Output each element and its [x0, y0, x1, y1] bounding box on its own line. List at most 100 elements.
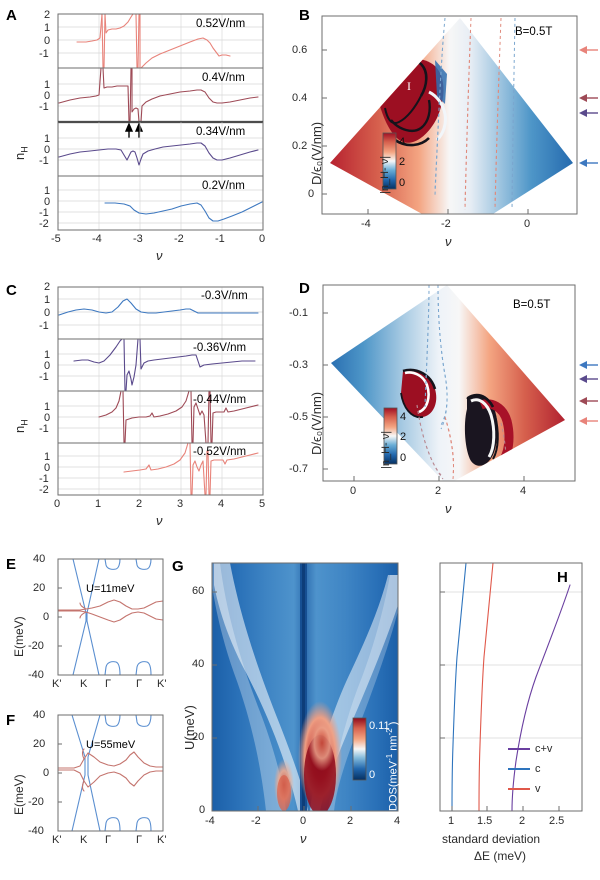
svg-text:0.11: 0.11	[369, 720, 390, 732]
panel-c-xtick: 5	[259, 498, 266, 510]
panel-c-xtick: 3	[177, 498, 184, 510]
panel-h-xtick: 2.5	[549, 815, 565, 827]
panel-d-colorbar	[384, 408, 397, 464]
panel-e-ytick: -40	[28, 669, 44, 681]
panel-c-plot	[57, 286, 264, 496]
panel-g-ytick: 60	[192, 585, 205, 597]
panel-g: G U(meV)	[170, 545, 430, 880]
panel-f-xtick: K'	[157, 834, 167, 846]
panel-a-ytick: 0	[44, 144, 51, 156]
panel-d-arrows	[579, 361, 598, 425]
panel-c-ytick: 0	[44, 462, 51, 474]
panel-d-colorbar-title: |n_H- ν|	[380, 430, 392, 469]
panel-d-xtick: 4	[520, 485, 527, 497]
panel-c-ylabel: nH	[12, 419, 30, 433]
panel-f-xtick: K'	[52, 834, 62, 846]
panel-g-xtick: -4	[205, 815, 215, 827]
panel-e-xtick: Γ	[136, 678, 143, 690]
panel-b-plot: 4 2 0 I	[321, 15, 598, 215]
panel-d-ytick: -0.1	[289, 307, 308, 319]
panel-b-label: B	[299, 7, 310, 24]
svg-text:0: 0	[400, 452, 406, 464]
panel-e-label: E	[6, 556, 17, 573]
panel-d: D D/ϵ₀(V/nm)	[289, 275, 600, 540]
panel-b-ylabel: D/ϵ₀(V/nm)	[309, 121, 324, 185]
panel-b-field-annotation: B=0.5T	[515, 26, 553, 38]
panel-c-xtick: 2	[136, 498, 143, 510]
panel-a-xtick: -5	[51, 233, 61, 245]
panel-e-xtick: K'	[157, 678, 167, 690]
svg-text:4: 4	[400, 411, 406, 423]
panel-f-ytick: 40	[33, 709, 46, 721]
panel-e: E E(meV) U=11meV 40 20 0 -20	[0, 545, 175, 705]
panel-e-ylabel: E(meV)	[12, 616, 26, 657]
panel-c-ytick: -1	[39, 423, 49, 435]
panel-a-ytick: 0	[44, 196, 51, 208]
panel-a-ylabel: nH	[12, 146, 30, 160]
panel-h-plot	[439, 562, 583, 812]
panel-c-xtick: 1	[95, 498, 102, 510]
panel-g-colorbar	[353, 718, 366, 780]
svg-text:0: 0	[369, 769, 375, 781]
panel-d-xtick: 0	[350, 485, 357, 497]
panel-e-annotation: U=11meV	[86, 583, 135, 595]
panel-e-xtick: K	[80, 678, 88, 690]
panel-d-ytick: -0.5	[289, 411, 308, 423]
panel-g-ytick: 40	[192, 658, 205, 670]
svg-text:2: 2	[399, 156, 405, 168]
panel-g-xlabel: ν	[300, 831, 307, 846]
panel-d-label: D	[299, 280, 310, 297]
panel-g-xtick: 0	[300, 815, 307, 827]
panel-b-ytick: 0	[308, 188, 315, 200]
panel-a-ytick: 1	[44, 79, 51, 91]
panel-d-field-annotation: B=0.5T	[513, 299, 551, 311]
panel-c-ytick: 0	[44, 360, 51, 372]
panel-h-xlabel-line1: standard deviation	[442, 832, 541, 846]
panel-c-ytick: 1	[44, 401, 51, 413]
panel-d-xlabel: ν	[445, 501, 452, 516]
panel-a-ytick: -1	[39, 155, 49, 167]
panel-b-ytick: 0.2	[292, 140, 308, 152]
panel-b-region-label: I	[407, 79, 411, 93]
panel-c-annot-1: -0.36V/nm	[193, 342, 247, 354]
svg-text:4: 4	[399, 136, 405, 148]
panel-a-ytick: -1	[39, 207, 49, 219]
panel-a-annot-1: 0.4V/nm	[202, 72, 245, 84]
panel-h-legend	[508, 747, 530, 791]
panel-a-xtick: -3	[133, 233, 143, 245]
panel-c-ytick: -1	[39, 371, 49, 383]
panel-c-ytick: -1	[39, 320, 49, 332]
panel-f-ytick: -20	[28, 796, 44, 808]
panel-e-xtick: K'	[52, 678, 62, 690]
panel-a-ytick: -2	[39, 218, 49, 230]
panel-a-ytick: 0	[44, 90, 51, 102]
panel-h-label: H	[557, 569, 568, 586]
panel-a-xtick: -1	[215, 233, 225, 245]
svg-text:0: 0	[399, 177, 405, 189]
panel-b-ytick: 0.4	[292, 92, 308, 104]
panel-a-ytick: 0	[44, 35, 51, 47]
panel-f-ylabel: E(meV)	[12, 774, 26, 815]
panel-e-ytick: 40	[33, 553, 46, 565]
panel-f-xtick: Γ	[136, 834, 143, 846]
panel-a-ytick: 1	[44, 133, 51, 145]
panel-e-ytick: 20	[33, 582, 46, 594]
panel-a-arrow-marks	[124, 122, 144, 138]
panel-f-xtick: K	[80, 834, 88, 846]
panel-f-ytick: 20	[33, 738, 46, 750]
panel-d-plot: 4 2 0	[322, 284, 598, 482]
panel-c-ytick: 0	[44, 412, 51, 424]
panel-c-label: C	[6, 282, 17, 299]
panel-f-label: F	[6, 712, 16, 729]
panel-a-annot-3: 0.2V/nm	[202, 180, 245, 192]
panel-g-ylabel: U(meV)	[182, 705, 197, 750]
panel-c-ytick: 1	[44, 349, 51, 361]
panel-f-plot	[57, 714, 164, 832]
panel-a-ytick: 1	[44, 185, 51, 197]
panel-a: A nH	[0, 0, 295, 275]
panel-a-plot	[57, 13, 264, 231]
panel-c-ytick: 1	[44, 294, 51, 306]
panel-c-xtick: 4	[218, 498, 225, 510]
panel-f-xtick: Γ	[105, 834, 112, 846]
panel-h-xtick: 2	[519, 815, 526, 827]
